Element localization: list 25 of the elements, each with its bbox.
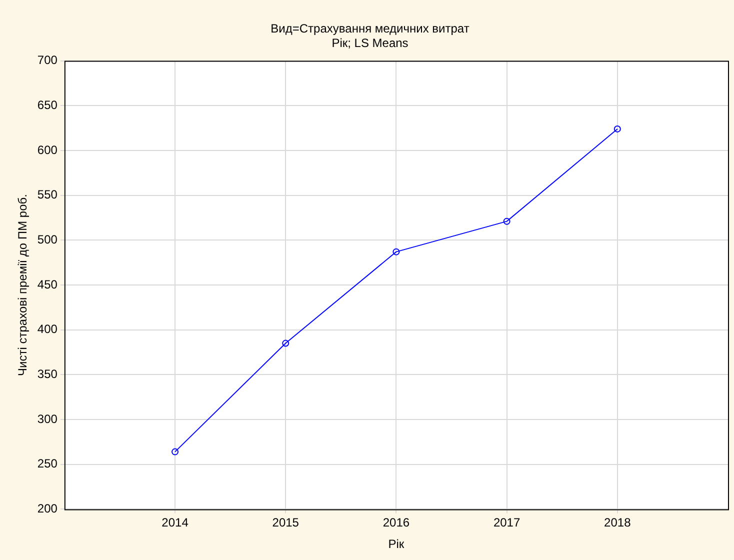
y-tick-label: 550 <box>37 188 58 202</box>
x-tick-label: 2018 <box>604 516 632 530</box>
y-tick-label: 300 <box>37 412 58 426</box>
point <box>614 125 621 132</box>
y-tick-label: 700 <box>37 53 58 68</box>
point <box>282 340 290 347</box>
y-tick-label: 500 <box>37 232 58 246</box>
y-tick-label: 650 <box>37 98 58 112</box>
y-axis-title: Чисті страхові премії до ПМ роб. <box>16 194 30 376</box>
y-tick-label: 250 <box>37 456 58 471</box>
y-tick-label: 400 <box>37 322 58 336</box>
y-tick-label: 450 <box>37 277 58 292</box>
x-tick-label: 2015 <box>272 516 300 530</box>
x-tick-label: 2016 <box>382 516 410 530</box>
point <box>503 218 510 225</box>
x-axis-title: Рік <box>388 537 405 552</box>
point <box>172 448 179 456</box>
chart-title: Вид=Страхування медичних витрат <box>270 22 470 36</box>
point <box>392 248 400 256</box>
y-tick-label: 600 <box>37 142 58 157</box>
x-tick-label: 2014 <box>162 516 189 530</box>
y-tick-label: 350 <box>37 366 58 381</box>
chart-subtitle: Рік; LS Means <box>332 36 408 50</box>
y-tick-label: 200 <box>37 502 58 516</box>
x-tick-label: 2017 <box>493 516 520 530</box>
